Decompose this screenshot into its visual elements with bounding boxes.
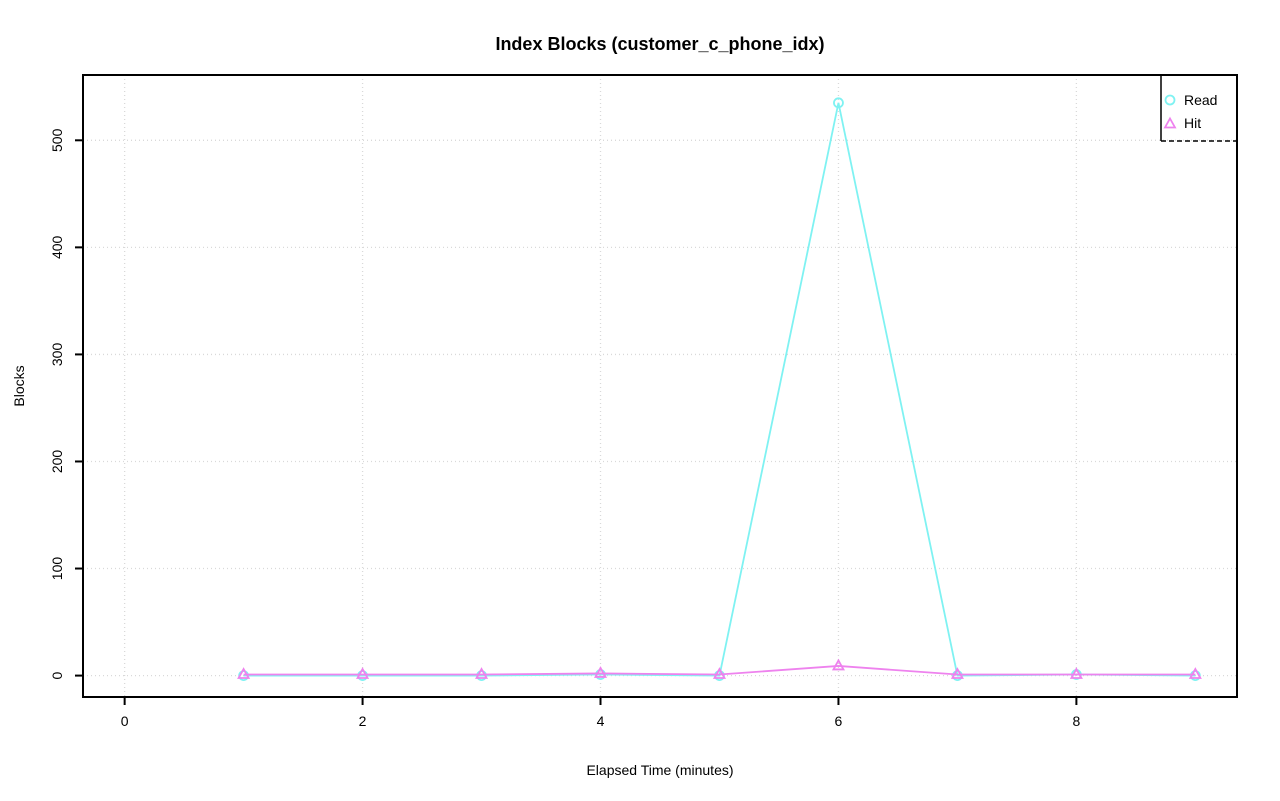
data-point-triangle: [593, 666, 608, 678]
chart-title: Index Blocks (customer_c_phone_idx): [495, 34, 824, 54]
y-tick-label: 500: [49, 128, 65, 152]
legend: Read Hit: [1160, 76, 1236, 142]
data-point-triangle: [475, 667, 489, 679]
data-point-triangle: [831, 658, 845, 671]
y-tick-label: 100: [49, 557, 65, 581]
data-point-circle: [833, 97, 844, 109]
axes-and-ticks: 0 2 4 6 8 0 100 200 300 400 500: [49, 128, 1080, 729]
legend-label-read: Read: [1184, 92, 1217, 108]
series-line-hit: [243, 665, 1196, 676]
y-tick-label: 0: [49, 671, 65, 679]
data-point-triangle: [356, 667, 370, 679]
y-axis-label: Blocks: [11, 365, 27, 406]
data-point-triangle: [237, 667, 251, 679]
legend-label-hit: Hit: [1184, 115, 1201, 131]
data-point-triangle: [1188, 667, 1202, 679]
data-point-triangle: [712, 667, 727, 679]
series-line-read: [243, 102, 1196, 677]
x-tick-label: 4: [597, 713, 605, 729]
x-axis-label: Elapsed Time (minutes): [586, 762, 733, 778]
y-tick-label: 200: [49, 450, 65, 474]
legend-hit-triangle-icon: [1163, 116, 1177, 129]
x-tick-label: 8: [1072, 713, 1080, 729]
y-tick-label: 400: [49, 235, 65, 259]
x-tick-label: 6: [835, 713, 843, 729]
gridlines: [83, 75, 1237, 697]
legend-read-circle-icon: [1164, 94, 1176, 106]
x-tick-label: 0: [121, 713, 129, 729]
data-point-triangle: [950, 667, 964, 679]
data-point-triangle: [1069, 667, 1083, 679]
data-series: [237, 97, 1202, 681]
plot-border: [82, 74, 1238, 698]
x-tick-label: 2: [359, 713, 367, 729]
y-tick-label: 300: [49, 343, 65, 367]
